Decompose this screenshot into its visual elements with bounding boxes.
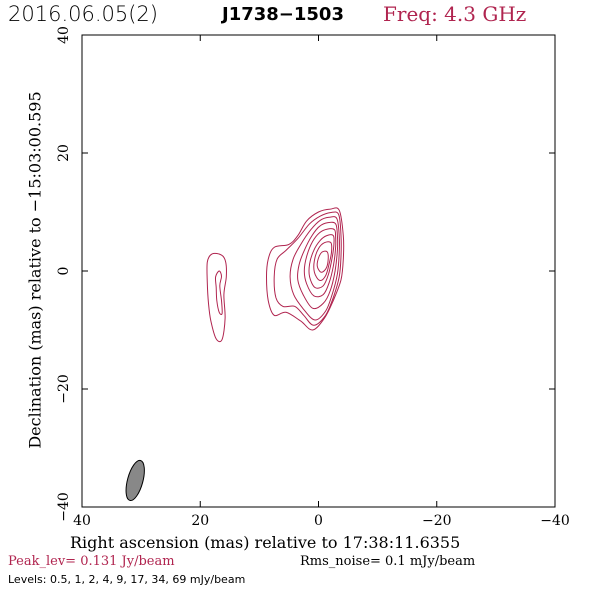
axis-tick-labels: 40 20 0 −20 −40 −40 −20 0 20 40 — [56, 26, 570, 529]
rms-noise: Rms_noise= 0.1 mJy/beam — [300, 554, 476, 569]
y-tick-label: −20 — [56, 374, 72, 404]
contour-levels: Levels: 0.5, 1, 2, 4, 9, 17, 34, 69 mJy/… — [8, 573, 246, 586]
beam-ellipse — [125, 459, 145, 502]
x-tick-label: 20 — [191, 513, 209, 529]
contour-core-1 — [273, 211, 342, 326]
contour-core-9 — [303, 228, 337, 298]
y-axis-label: Declination (mas) relative to −15:03:00.… — [25, 91, 45, 449]
contour-core-4 — [297, 221, 339, 310]
observation-date: 2016.06.05(2) — [8, 2, 158, 26]
source-name: J1738−1503 — [222, 4, 344, 25]
contour-lines — [206, 207, 345, 343]
y-tick-label: 40 — [56, 26, 72, 44]
plot-frame — [81, 34, 556, 508]
contour-core-34 — [313, 241, 333, 281]
y-tick-label: 20 — [56, 144, 72, 162]
contour-core-17 — [308, 234, 335, 289]
y-tick-label: −40 — [56, 492, 72, 522]
contour-jet-component-0.5 — [206, 252, 227, 343]
y-tick-label: 0 — [56, 267, 72, 276]
contour-jet-component-1 — [214, 270, 223, 316]
x-tick-label: −40 — [540, 513, 570, 529]
contour-core-69 — [316, 250, 329, 273]
axis-ticks — [81, 34, 556, 508]
contour-core-0.5 — [265, 207, 345, 331]
x-axis-label: Right ascension (mas) relative to 17:38:… — [70, 533, 461, 552]
x-tick-label: 0 — [314, 513, 323, 529]
x-tick-label: −20 — [422, 513, 452, 529]
peak-level: Peak_lev= 0.131 Jy/beam — [8, 554, 175, 569]
beam-ellipse-group — [125, 459, 145, 502]
observing-frequency: Freq: 4.3 GHz — [383, 2, 527, 26]
x-tick-label: 40 — [73, 513, 91, 529]
contour-core-2 — [289, 216, 340, 321]
